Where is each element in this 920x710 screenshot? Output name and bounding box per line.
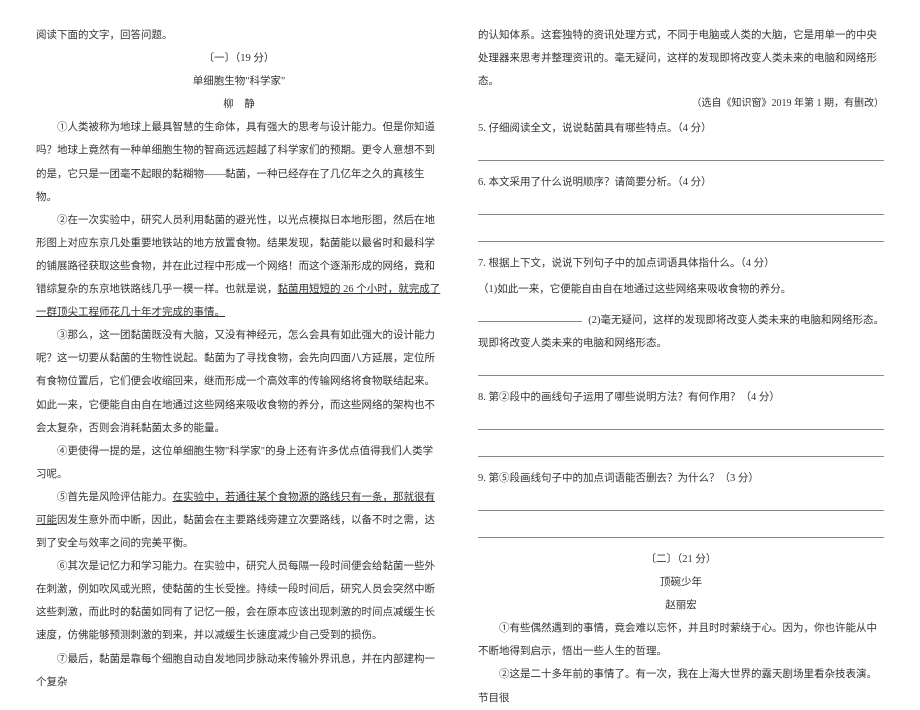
paragraph-3: ③那么，这一团黏菌既没有大脑，又没有神经元，怎么会具有如此强大的设计能力呢？这一… <box>36 324 442 439</box>
question-9: 9. 第⑤段画线句子中的加点词语能否删去？为什么？（3 分） <box>478 467 884 490</box>
answer-blank <box>478 494 884 511</box>
paragraph-6: ⑥其次是记忆力和学习能力。在实验中，研究人员每隔一段时间便会给黏菌一些外在刺激，… <box>36 555 442 647</box>
answer-blank <box>478 359 884 376</box>
paragraph-2-text-a: ②在一次实验中，研究人员利用黏菌的避光性，以光点模拟日本地形图，然后在地形图上对… <box>36 215 435 295</box>
answer-blank <box>478 440 884 457</box>
answer-blank <box>478 198 884 215</box>
question-7: 7. 根据上下文，说说下列句子中的加点词语具体指什么。（4 分） <box>478 252 884 275</box>
article2-paragraph-2: ②这是二十多年前的事情了。有一次，我在上海大世界的露天剧场里看杂技表演。节目很 <box>478 663 884 709</box>
answer-blank <box>478 413 884 430</box>
question-8: 8. 第②段中的画线句子运用了哪些说明方法？有何作用？（4 分） <box>478 386 884 409</box>
right-column: 的认知体系。这套独特的资讯处理方式，不同于电脑或人类的大脑，它是用单一的中央处理… <box>478 24 884 626</box>
question-7-sub2-row: (2)毫无疑问，这样的发现即将改变人类未来的电脑和网络形态。 <box>478 301 884 332</box>
paragraph-7: ⑦最后，黏菌是靠每个细胞自动自发地同步脉动来传输外界讯息，并在内部建构一个复杂 <box>36 648 442 694</box>
reading-instruction: 阅读下面的文字，回答问题。 <box>36 24 442 47</box>
paragraph-5-text-a: ⑤首先是风险评估能力。 <box>57 492 173 503</box>
answer-blank <box>478 144 884 161</box>
article2-author: 赵丽宏 <box>478 594 884 617</box>
left-column: 阅读下面的文字，回答问题。 〔一〕（19 分） 单细胞生物"科学家" 柳 静 ①… <box>36 24 442 626</box>
answer-blank <box>478 521 884 538</box>
page-container: 阅读下面的文字，回答问题。 〔一〕（19 分） 单细胞生物"科学家" 柳 静 ①… <box>0 0 920 650</box>
article-author: 柳 静 <box>36 93 442 116</box>
paragraph-5: ⑤首先是风险评估能力。在实验中，若通往某个食物源的路线只有一条，那就很有可能因发… <box>36 486 442 555</box>
article-source: （选自《知识窗》2019 年第 1 期，有删改） <box>478 93 884 115</box>
answer-blank <box>478 225 884 242</box>
question-5: 5. 仔细阅读全文，说说黏菌具有哪些特点。（4 分） <box>478 117 884 140</box>
article-title: 单细胞生物"科学家" <box>36 70 442 93</box>
answer-blank <box>478 305 582 322</box>
paragraph-2: ②在一次实验中，研究人员利用黏菌的避光性，以光点模拟日本地形图，然后在地形图上对… <box>36 209 442 324</box>
paragraph-5-text-b: 因发生意外而中断，因此，黏菌会在主要路线旁建立次要路线，以备不时之需，达到了安全… <box>36 515 435 549</box>
question-7-sub1: （1)如此一来，它便能自由自在地通过这些网络来吸收食物的养分。 <box>478 278 884 301</box>
question-7-sub2-cont: 现即将改变人类未来的电脑和网络形态。 <box>478 332 884 355</box>
article2-title: 顶碗少年 <box>478 571 884 594</box>
section-one-label: 〔一〕（19 分） <box>36 47 442 70</box>
question-7-sub2: (2)毫无疑问，这样的发现即将改变人类未来的电脑和网络形态。 <box>588 309 884 332</box>
question-6: 6. 本文采用了什么说明顺序？请简要分析。（4 分） <box>478 171 884 194</box>
paragraph-7-continued: 的认知体系。这套独特的资讯处理方式，不同于电脑或人类的大脑，它是用单一的中央处理… <box>478 24 884 93</box>
paragraph-1: ①人类被称为地球上最具智慧的生命体，具有强大的思考与设计能力。但是你知道吗？地球… <box>36 116 442 208</box>
article2-paragraph-1: ①有些偶然遇到的事情，竟会难以忘怀，并且时时萦绕于心。因为，你也许能从中不断地得… <box>478 617 884 663</box>
paragraph-4: ④更使得一提的是，这位单细胞生物"科学家"的身上还有许多优点值得我们人类学习呢。 <box>36 440 442 486</box>
section-two-label: 〔二〕（21 分） <box>478 548 884 571</box>
